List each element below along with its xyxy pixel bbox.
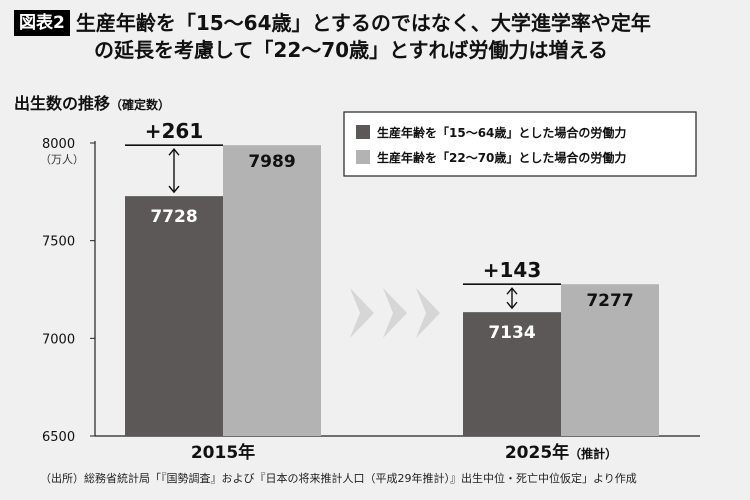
- title-line-1: 生産年齢を「15〜64歳」とするのではなく、大学進学率や定年: [75, 11, 651, 35]
- data-label: 7728: [150, 207, 197, 227]
- difference-label: +261: [145, 119, 204, 143]
- difference-label: +143: [483, 258, 542, 282]
- x-category-name: 2025年: [505, 442, 569, 463]
- bar: [561, 284, 659, 436]
- x-category-label: 2025年（推計）: [505, 442, 617, 463]
- y-tick-label: 6500: [42, 430, 75, 445]
- title-line-2: の延長を考慮して「22〜70歳」とすれば労働力は増える: [94, 38, 608, 62]
- x-category-label: 2015年: [191, 442, 255, 463]
- bar: [463, 312, 561, 436]
- legend-box: [343, 111, 697, 177]
- bar: [125, 196, 223, 436]
- difference-arrow-head-down: [506, 301, 518, 310]
- bar: [223, 145, 321, 436]
- y-tick-label: 8000: [42, 137, 75, 152]
- y-unit-label: （万人）: [40, 153, 84, 166]
- header: 図表2 生産年齢を「15〜64歳」とするのではなく、大学進学率や定年 の延長を考慮…: [14, 10, 736, 66]
- legend-label: 生産年齢を「15〜64歳」とした場合の労働力: [377, 125, 626, 140]
- data-label: 7277: [586, 291, 633, 311]
- subtitle-main: 出生数の推移: [14, 94, 111, 113]
- data-label: 7134: [488, 323, 535, 343]
- legend-swatch: [356, 125, 370, 139]
- difference-arrow-head-up: [506, 287, 518, 295]
- chevron-arrow-icon: [416, 288, 440, 338]
- x-category-suffix: （推計）: [569, 446, 617, 461]
- chevron-arrow-icon: [383, 288, 407, 338]
- difference-arrow-head-up: [168, 148, 180, 156]
- source-note: （出所）総務省統計局「『国勢調査』および『日本の将来推計人口（平成29年推計）』…: [40, 472, 637, 485]
- data-label: 7989: [248, 152, 295, 172]
- chevron-arrow-icon: [350, 288, 374, 338]
- y-tick-label: 7500: [42, 235, 75, 250]
- x-category-name: 2015年: [191, 442, 255, 463]
- chart-title: 図表2 生産年齢を「15〜64歳」とするのではなく、大学進学率や定年 の延長を考慮…: [14, 10, 736, 66]
- legend-swatch: [356, 150, 370, 164]
- legend-label: 生産年齢を「22〜70歳」とした場合の労働力: [377, 150, 626, 165]
- y-tick-label: 7000: [42, 332, 75, 347]
- difference-arrow-head-down: [168, 185, 180, 194]
- subtitle-note: （確定数）: [110, 98, 171, 112]
- figure-badge: 図表2: [14, 10, 70, 36]
- chart-subtitle: 出生数の推移（確定数）: [14, 90, 170, 114]
